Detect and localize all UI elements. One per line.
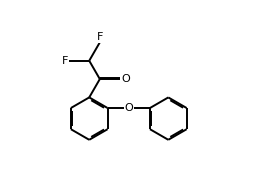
Text: O: O: [121, 74, 130, 84]
Text: O: O: [124, 103, 133, 113]
Text: F: F: [62, 56, 68, 66]
Text: F: F: [97, 32, 103, 42]
